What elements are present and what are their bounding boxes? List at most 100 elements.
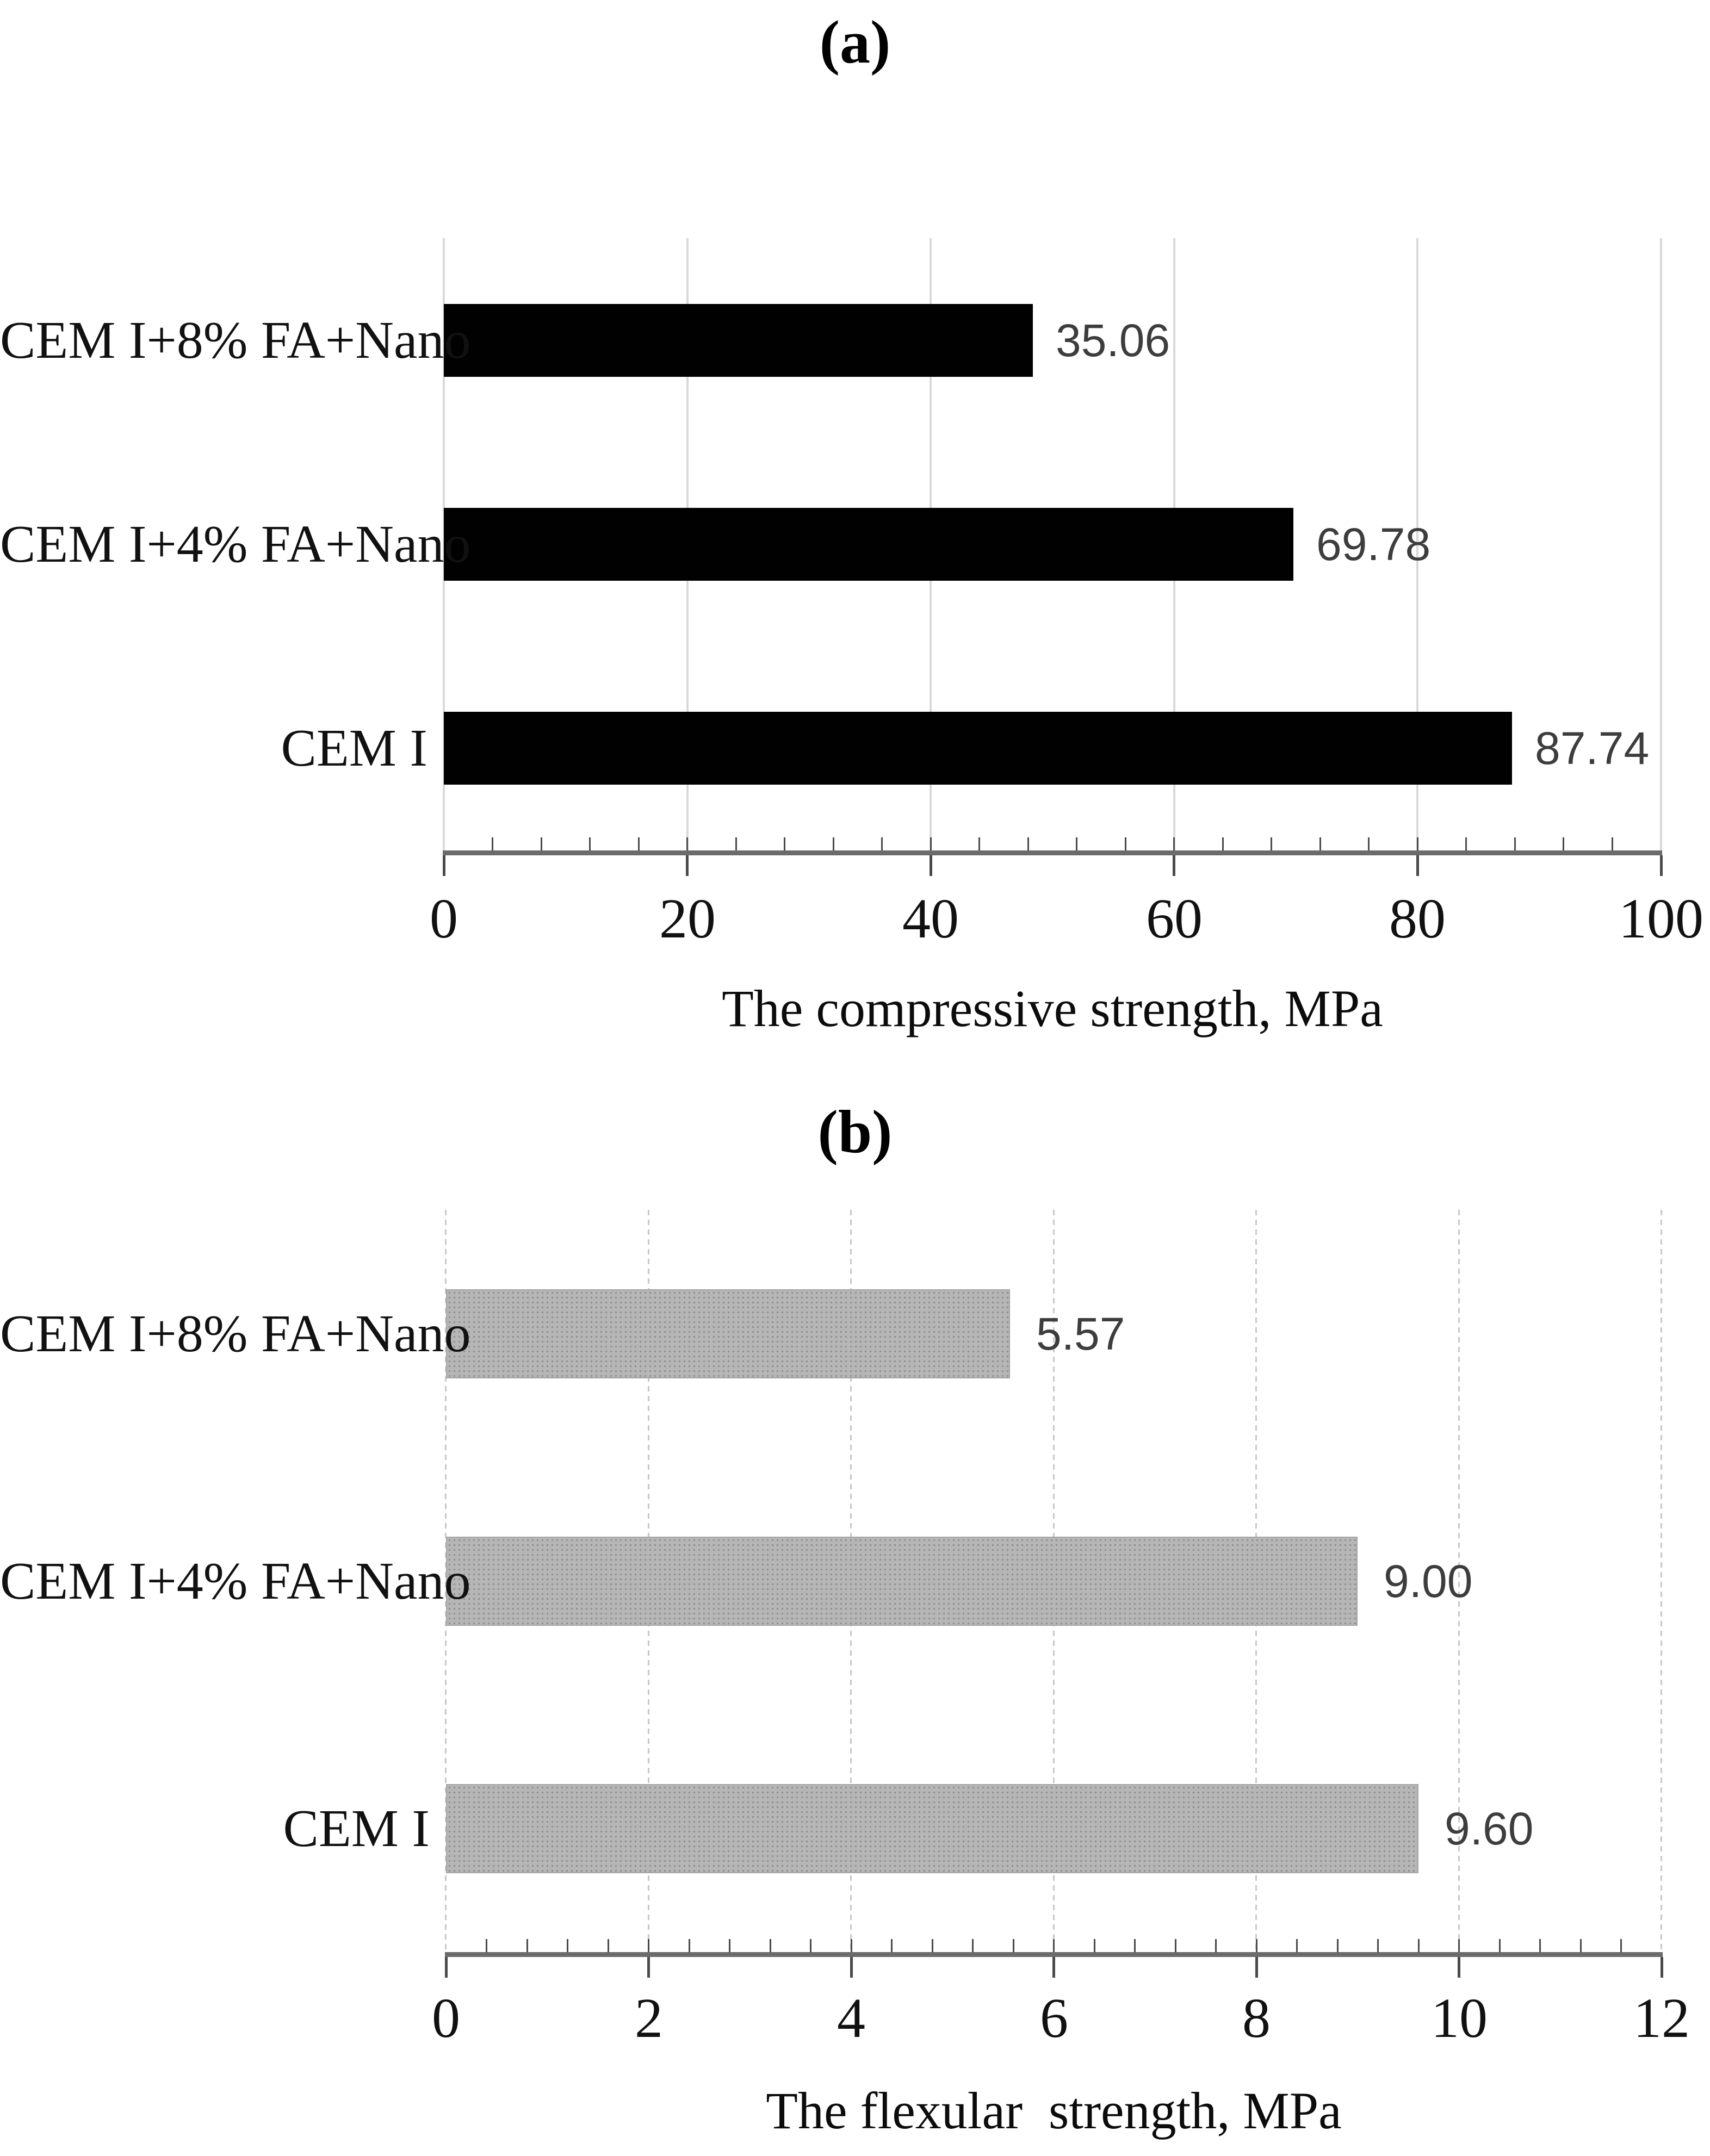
x-tick-label: 0 [430,887,458,950]
x-axis-minor-tick [1539,1939,1541,1952]
x-axis-minor-tick [891,1939,893,1952]
bar-b-0 [446,1289,1010,1378]
x-axis-minor-tick [1337,1939,1339,1952]
x-axis-minor-tick [1125,837,1126,850]
x-axis-minor-tick [1076,837,1077,850]
x-axis-minor-tick [541,837,542,850]
x-axis-minor-tick [589,837,591,850]
x-tick-label: 2 [635,1987,663,2049]
x-axis-minor-tick [567,1939,568,1952]
x-axis-minor-tick [686,837,688,850]
x-axis-minor-tick [1377,1939,1379,1952]
panel-a-title: (a) [819,9,891,76]
x-axis-minor-tick [930,837,932,850]
x-axis-minor-tick [1256,1939,1257,1952]
x-axis-minor-tick [770,1939,771,1952]
x-tick-label: 20 [659,887,716,950]
x-tick-label: 10 [1431,1987,1488,2049]
x-axis-major-tick [1416,855,1419,876]
x-axis-minor-tick [1612,837,1613,850]
x-axis-major-tick [1660,855,1663,876]
bar-value-label: 35.06 [1056,314,1170,366]
x-axis-minor-tick [1094,1939,1095,1952]
x-axis-minor-tick [689,1939,690,1952]
x-axis-minor-tick [1458,1939,1460,1952]
gridline-x-80 [1416,238,1418,850]
x-axis-minor-tick [729,1939,730,1952]
x-axis-major-tick [686,855,689,876]
x-tick-label: 0 [432,1987,460,2049]
x-axis-minor-tick [526,1939,528,1952]
x-axis-minor-tick [1215,1939,1217,1952]
panel-b-plot-area: 5.57 9.00 9.60 [445,1210,1662,1952]
x-tick-label: 12 [1633,1987,1690,2049]
x-axis-minor-tick [1271,837,1272,850]
x-axis-minor-tick [608,1939,609,1952]
x-axis-minor-tick [1514,837,1516,850]
x-tick-label: 40 [902,887,959,950]
x-axis-minor-tick [810,1939,811,1952]
category-label: CEM I+4% FA+Nano [0,515,471,574]
x-axis-minor-tick [735,837,737,850]
panel-a-x-axis-title: The compressive strength, MPa [722,979,1383,1037]
x-axis-minor-tick [1319,837,1321,850]
x-axis-minor-tick [648,1939,649,1952]
x-axis-minor-tick [486,1939,487,1952]
x-axis-minor-tick [1418,1939,1420,1952]
x-axis-minor-tick [1499,1939,1501,1952]
x-axis-major-tick [1661,1957,1663,1978]
x-tick-label: 8 [1242,1987,1271,2049]
x-axis-minor-tick [1134,1939,1136,1952]
gridline-x-12 [1661,1210,1662,1952]
x-axis-minor-tick [1417,837,1418,850]
x-axis-major-tick [1173,855,1175,876]
bar-value-label: 5.57 [1036,1308,1125,1359]
x-axis-minor-tick [638,837,640,850]
bar-a-2 [444,712,1512,785]
gridline-x-0 [445,1210,447,1952]
x-axis-minor-tick [1027,837,1029,850]
x-axis-minor-tick [1465,837,1467,850]
x-axis-major-tick [647,1957,650,1978]
x-tick-label: 60 [1146,887,1203,950]
x-tick-label: 6 [1040,1987,1068,2049]
gridline-x-10 [1458,1210,1460,1952]
bar-value-label: 87.74 [1535,722,1650,774]
x-axis-minor-tick [784,837,785,850]
x-axis-major-tick [850,1957,853,1978]
bar-value-label: 9.00 [1384,1555,1473,1607]
panel-b-title: (b) [817,1098,893,1166]
panel-b-x-axis-title: The flexular strength, MPa [766,2082,1342,2140]
x-axis-major-tick [1255,1957,1258,1978]
x-axis-minor-tick [1175,1939,1176,1952]
bar-a-0 [444,304,1033,377]
category-label: CEM I+4% FA+Nano [0,1552,471,1611]
x-axis-minor-tick [851,1939,852,1952]
x-tick-label: 80 [1389,887,1446,950]
category-label: CEM I+8% FA+Nano [0,1304,471,1363]
x-axis-minor-tick [1173,837,1175,850]
category-label: CEM I+8% FA+Nano [0,311,471,370]
panel-a-plot-area: 35.06 69.78 87.74 [443,238,1662,850]
bar-b-1 [446,1537,1358,1626]
x-axis-line [443,850,1662,855]
x-axis-minor-tick [1222,837,1224,850]
x-axis-minor-tick [932,1939,933,1952]
bar-value-label: 69.78 [1316,518,1431,570]
x-axis-minor-tick [1296,1939,1298,1952]
x-axis-minor-tick [1053,1939,1055,1952]
bar-value-label: 9.60 [1445,1803,1534,1854]
category-label: CEM I [281,719,428,778]
x-axis-major-tick [445,1957,448,1978]
x-tick-label: 4 [837,1987,865,2049]
x-axis-minor-tick [833,837,834,850]
x-axis-minor-tick [1368,837,1370,850]
x-axis-minor-tick [1580,1939,1582,1952]
bar-b-2 [446,1784,1418,1873]
x-axis-major-tick [443,855,445,876]
x-axis-minor-tick [972,1939,974,1952]
x-axis-major-tick [1458,1957,1460,1978]
gridline-x-100 [1660,238,1662,850]
bar-a-1 [444,508,1293,581]
